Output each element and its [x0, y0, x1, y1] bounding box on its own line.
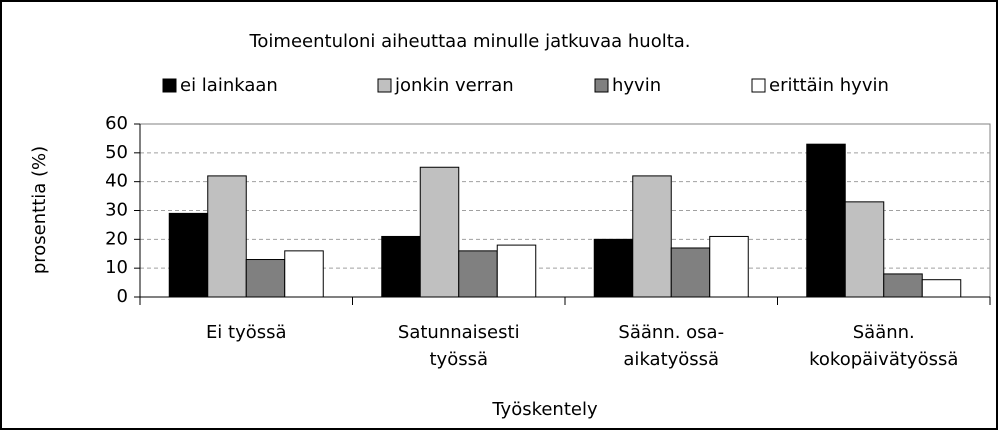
y-tick-label: 60 [105, 113, 128, 134]
y-tick-label: 50 [105, 142, 128, 163]
y-tick-label: 20 [105, 228, 128, 249]
x-tick-label: työssä [429, 349, 488, 370]
x-tick-label: Ei työssä [206, 322, 287, 343]
bar [709, 235, 749, 298]
bar [245, 259, 286, 298]
legend-label: hyvin [612, 75, 661, 96]
legend-swatch [377, 78, 392, 93]
legend-label: erittäin hyvin [769, 75, 889, 96]
x-tick-label: Satunnaisesti [398, 322, 520, 343]
bar [921, 279, 962, 298]
bar [381, 235, 421, 298]
y-tick-label: 0 [117, 286, 128, 307]
legend-swatch [751, 78, 766, 93]
bar [458, 250, 498, 298]
x-tick-label: Säänn. [853, 322, 915, 343]
bar [419, 166, 460, 298]
x-tick-label: Säänn. osa- [618, 322, 724, 343]
x-tick-label: aikatyössä [623, 349, 719, 370]
bar [168, 212, 209, 298]
bar [806, 143, 846, 298]
chart-title: Toimeentuloni aiheuttaa minulle jatkuvaa… [248, 31, 690, 52]
y-tick-label: 10 [105, 257, 128, 278]
bar [670, 247, 711, 298]
bar [632, 175, 672, 298]
legend-label: jonkin verran [394, 75, 514, 96]
y-tick-label: 40 [105, 171, 128, 192]
bar [883, 273, 923, 298]
y-axis-label: prosenttia (%) [29, 146, 50, 274]
x-tick-label: kokopäivätyössä [809, 349, 958, 370]
y-tick-label: 30 [105, 200, 128, 221]
legend-label: ei lainkaan [180, 75, 278, 96]
x-axis-label: Työskentely [491, 399, 598, 420]
bar [844, 201, 885, 298]
legend-swatch [162, 78, 177, 93]
bar [593, 238, 634, 298]
bar [207, 175, 247, 298]
legend-swatch [594, 78, 609, 93]
bar [284, 250, 324, 298]
bar [496, 244, 537, 298]
